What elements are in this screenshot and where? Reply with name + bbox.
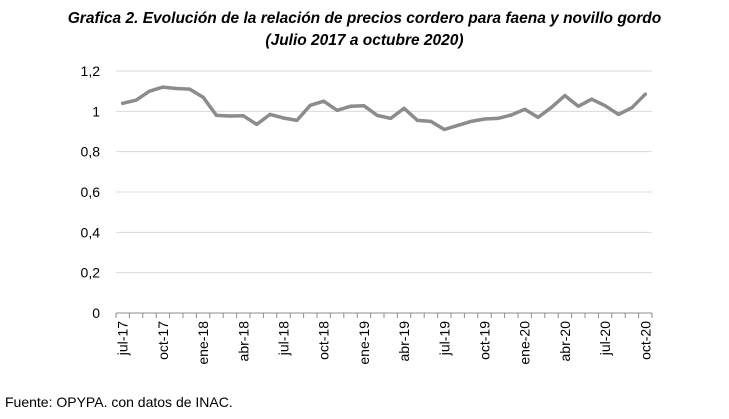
chart-title-line1: Grafica 2. Evolución de la relación de p…	[67, 10, 662, 27]
data-point	[281, 116, 286, 120]
data-point	[469, 119, 473, 124]
x-tick-label: ene-19	[356, 321, 372, 365]
data-point	[295, 118, 299, 123]
data-point	[214, 113, 219, 117]
data-point	[563, 94, 567, 98]
x-tick-label: oct-18	[316, 321, 332, 360]
y-axis-ticks: 0 0,2 0,4 0,6 0,8 1 1,2	[81, 63, 101, 321]
data-point	[509, 113, 513, 117]
data-point	[147, 89, 152, 93]
x-tick-label: oct-20	[637, 321, 653, 360]
data-point	[121, 101, 125, 105]
data-point	[375, 113, 379, 117]
data-point	[576, 104, 580, 108]
x-tick-label: ene-20	[517, 321, 533, 365]
series-line	[120, 85, 648, 132]
data-point	[429, 119, 433, 124]
data-point	[536, 115, 540, 119]
data-point	[616, 112, 621, 116]
data-point	[523, 107, 527, 111]
x-tick-label: abr-18	[235, 321, 251, 362]
data-point	[308, 103, 312, 107]
data-point	[241, 114, 245, 118]
data-point	[496, 116, 500, 120]
x-axis: jul-17 oct-17 ene-18 abr-18 jul-18 oct-18 ene-…	[115, 313, 653, 365]
x-tick-label: jul-17	[115, 321, 131, 356]
data-point	[188, 87, 192, 91]
y-tick-label: 1,2	[81, 63, 101, 79]
data-point	[643, 92, 647, 96]
data-point	[268, 112, 272, 116]
data-point	[415, 118, 420, 123]
y-tick-label: 0,8	[81, 144, 101, 160]
chart-title: Grafica 2. Evolución de la relación de p…	[0, 8, 729, 52]
data-point	[255, 122, 259, 127]
data-point	[174, 86, 178, 91]
data-point	[630, 106, 634, 110]
series-relacion-precios	[120, 85, 648, 132]
grid-lines	[116, 70, 652, 314]
x-tick-label: oct-19	[477, 321, 493, 360]
x-tick-label: ene-18	[195, 321, 211, 365]
source-note: Fuente: OPYPA. con datos de INAC.	[5, 394, 233, 410]
data-point	[134, 98, 138, 102]
data-point	[590, 97, 594, 101]
data-point	[201, 95, 205, 99]
data-point	[603, 104, 607, 108]
data-point	[322, 99, 326, 103]
x-tick-label: jul-20	[597, 321, 613, 356]
data-point	[348, 104, 353, 108]
y-tick-label: 0,4	[81, 224, 101, 240]
data-point	[549, 105, 554, 109]
data-point	[389, 116, 393, 120]
x-tick-label: jul-18	[276, 321, 292, 356]
x-tick-label: oct-17	[155, 321, 171, 360]
data-point	[362, 104, 366, 108]
y-tick-label: 1	[92, 103, 100, 119]
y-tick-label: 0,6	[81, 184, 101, 200]
y-tick-label: 0,2	[81, 265, 101, 281]
data-point	[482, 117, 487, 121]
data-point	[161, 85, 165, 89]
chart-title-line2: (Julio 2017 a octubre 2020)	[265, 32, 464, 49]
line-chart: 0 0,2 0,4 0,6 0,8 1 1,2 jul-17 oct-17 ene-18 abr-…	[81, 63, 654, 365]
data-point	[442, 127, 446, 132]
y-tick-label: 0	[92, 305, 100, 321]
data-point	[456, 123, 460, 128]
x-tick-label: abr-19	[396, 321, 412, 362]
x-tick-label: jul-19	[436, 321, 452, 356]
x-tick-label: abr-20	[557, 321, 573, 362]
data-point	[335, 108, 339, 112]
data-point	[402, 106, 406, 110]
data-point	[228, 114, 232, 118]
